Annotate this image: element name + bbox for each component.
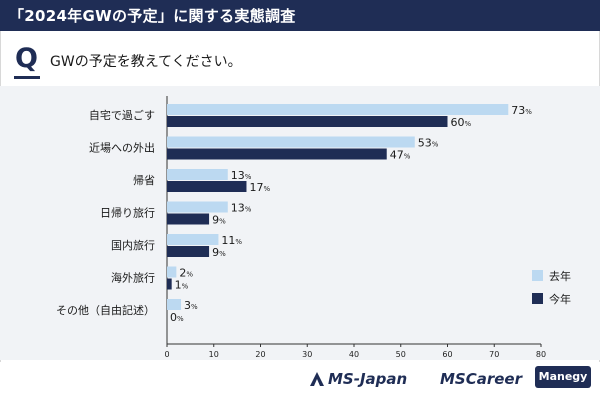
data-label-unit: % <box>219 250 226 258</box>
category-label: 日帰り旅行 <box>100 206 155 220</box>
bar <box>167 201 228 213</box>
data-label: 73% <box>511 104 532 117</box>
bar <box>167 104 509 115</box>
data-label: 2% <box>179 267 193 280</box>
x-tick-label: 20 <box>255 350 265 359</box>
data-label: 1% <box>175 279 189 292</box>
x-tick-label: 60 <box>442 350 452 359</box>
bar <box>167 234 219 245</box>
data-label: 60% <box>451 116 472 129</box>
bar <box>167 246 210 257</box>
data-label-value: 9 <box>212 214 219 227</box>
data-label-unit: % <box>404 153 411 161</box>
bar <box>167 266 177 278</box>
category-label: 海外旅行 <box>111 271 155 285</box>
data-label-value: 1 <box>175 279 182 292</box>
data-label: 17% <box>249 181 270 194</box>
bar <box>167 148 387 160</box>
x-tick-label: 30 <box>302 350 312 359</box>
manegy-logo: Manegy <box>535 366 591 388</box>
data-label-unit: % <box>465 120 472 128</box>
data-label-unit: % <box>432 141 439 149</box>
legend-label: 去年 <box>549 269 571 283</box>
category-label: 国内旅行 <box>111 238 155 252</box>
data-label-unit: % <box>191 303 198 311</box>
bar <box>167 136 415 148</box>
legend-swatch <box>532 270 543 281</box>
data-label: 9% <box>212 214 226 227</box>
data-label-unit: % <box>525 108 532 116</box>
category-label: その他（自由記述） <box>56 303 155 317</box>
chart-panel <box>0 86 600 360</box>
title-bar: 「2024年GWの予定」に関する実態調査 <box>0 0 600 31</box>
data-label-value: 11 <box>221 234 235 247</box>
page-title: 「2024年GWの予定」に関する実態調査 <box>9 7 296 25</box>
bar <box>167 299 182 310</box>
data-label-unit: % <box>186 271 193 279</box>
data-label-value: 3 <box>184 299 191 312</box>
x-tick-label: 10 <box>209 350 219 359</box>
data-label: 47% <box>390 149 411 162</box>
bar <box>167 169 228 180</box>
data-label: 0% <box>170 311 184 324</box>
data-label: 3% <box>184 299 198 312</box>
data-label-unit: % <box>235 238 242 246</box>
ms-japan-logo-icon <box>310 372 324 386</box>
data-label-value: 47 <box>390 149 404 162</box>
x-tick-label: 0 <box>164 350 169 359</box>
x-tick-label: 40 <box>349 350 359 359</box>
category-label: 近場への外出 <box>89 141 155 155</box>
x-tick-label: 70 <box>489 350 499 359</box>
bar <box>167 278 172 290</box>
x-tick-label: 50 <box>396 350 406 359</box>
legend-label: 今年 <box>549 292 571 306</box>
data-label-value: 53 <box>418 137 432 150</box>
data-label: 53% <box>418 137 439 150</box>
x-tick-label: 80 <box>536 350 546 359</box>
data-label: 11% <box>221 234 242 247</box>
category-label: 帰省 <box>133 174 155 187</box>
ms-japan-logo: MS-Japan <box>328 370 408 388</box>
data-label-value: 17 <box>249 181 263 194</box>
legend-swatch <box>532 293 543 304</box>
data-label-unit: % <box>245 173 252 181</box>
bar <box>167 116 448 127</box>
ms-career-logo: MSCareer <box>440 370 523 388</box>
data-label-value: 0 <box>170 311 177 324</box>
footer: MS-Japan MSCareer Manegy <box>0 362 600 400</box>
data-label-value: 60 <box>451 116 465 129</box>
data-label: 13% <box>231 202 252 215</box>
data-label-unit: % <box>182 283 189 291</box>
data-label-value: 73 <box>511 104 525 117</box>
data-label-unit: % <box>177 315 184 323</box>
category-label: 自宅で過ごす <box>89 108 155 122</box>
data-label-unit: % <box>245 206 252 214</box>
bar <box>167 213 210 225</box>
data-label: 9% <box>212 246 226 259</box>
data-label: 13% <box>231 169 252 182</box>
data-label-value: 2 <box>179 267 186 280</box>
data-label-value: 13 <box>231 169 245 182</box>
bar <box>167 181 247 192</box>
data-label-value: 13 <box>231 202 245 215</box>
question-text: GWの予定を教えてください。 <box>50 54 242 70</box>
question-underline <box>14 76 40 79</box>
question-mark-label: Q <box>15 43 38 74</box>
data-label-unit: % <box>263 185 270 193</box>
data-label-unit: % <box>219 218 226 226</box>
data-label-value: 9 <box>212 246 219 259</box>
